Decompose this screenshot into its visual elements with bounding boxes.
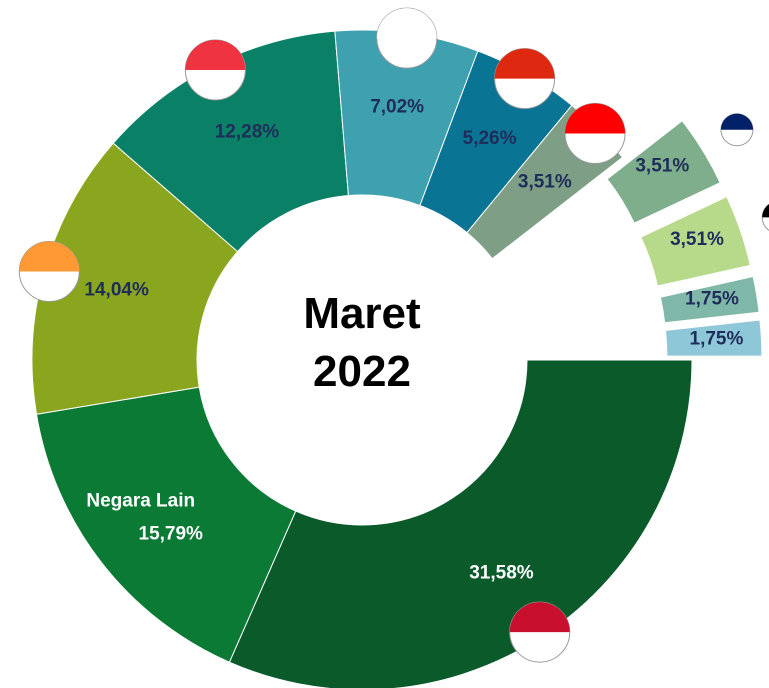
value-label: 3,51% xyxy=(635,155,689,176)
slice xyxy=(664,319,763,357)
value-label: 31,58% xyxy=(469,562,534,583)
value-label: 5,26% xyxy=(463,128,517,149)
value-label: 3,51% xyxy=(670,229,724,250)
slice xyxy=(31,142,239,415)
value-label: 1,75% xyxy=(685,288,739,309)
flag-stripe xyxy=(565,103,626,134)
value-label: 12,28% xyxy=(215,121,280,142)
flag-stripe xyxy=(494,48,555,79)
flag-stripe xyxy=(185,39,246,70)
flag-stripe xyxy=(19,241,80,272)
flag-stripe xyxy=(720,113,753,130)
slice xyxy=(659,275,760,324)
flag-stripe xyxy=(509,602,570,633)
slice xyxy=(112,30,349,253)
value-label: 7,02% xyxy=(370,96,424,117)
slice xyxy=(640,195,751,287)
slice xyxy=(228,359,693,688)
value-label: 1,75% xyxy=(690,329,744,350)
slice xyxy=(606,120,721,224)
flag-stripe xyxy=(376,8,437,39)
value-label: 14,04% xyxy=(84,280,149,301)
value-label: 3,51% xyxy=(518,171,572,192)
flag-stripe xyxy=(762,204,769,218)
value-label: 15,79% xyxy=(139,524,204,545)
slice xyxy=(35,386,297,663)
chart-title: Maret 2022 xyxy=(303,289,421,396)
category-label: Negara Lain xyxy=(86,491,195,512)
